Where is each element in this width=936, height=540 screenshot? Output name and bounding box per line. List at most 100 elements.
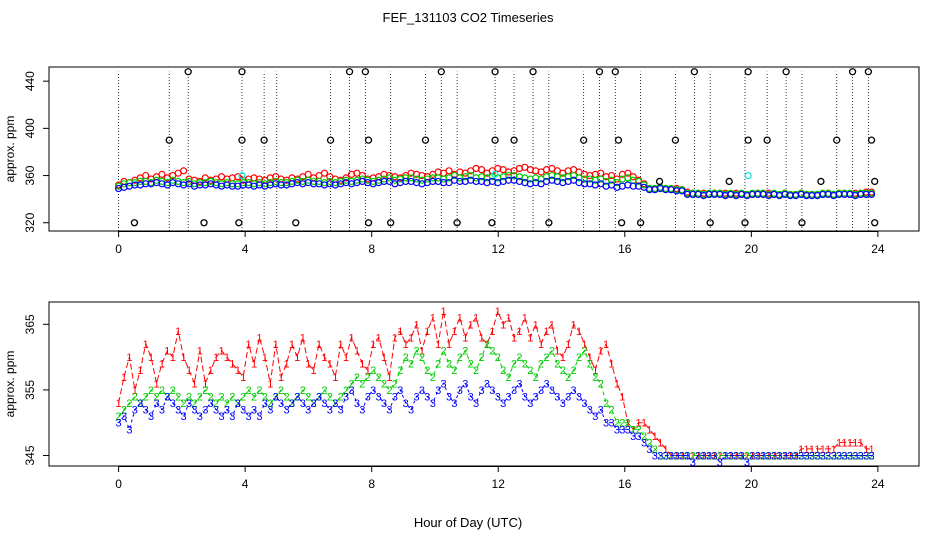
x-axis-label: Hour of Day (UTC) (414, 515, 522, 530)
series-2-point: 2 (137, 398, 143, 410)
series-3-point: 3 (695, 451, 701, 463)
blue-point (678, 187, 686, 195)
series-3-point: 3 (300, 398, 306, 410)
series-1-point: 1 (630, 424, 636, 436)
series-3-point: 3 (381, 398, 387, 410)
series-1-point: 1 (218, 346, 224, 358)
series-2-point: 2 (836, 451, 842, 463)
series-3-point: 3 (836, 451, 842, 463)
series-1-point: 1 (446, 339, 452, 351)
outlier-point (364, 136, 373, 144)
series-3-point: 3 (522, 391, 528, 403)
series-2-point: 2 (657, 451, 663, 463)
outlier-point (817, 177, 825, 186)
series-2-point: 2 (181, 398, 187, 410)
series-3-point: 3 (852, 451, 858, 463)
series-2-point: 2 (630, 424, 636, 436)
series-1-point: 1 (608, 359, 614, 371)
series-1-point: 1 (516, 326, 522, 338)
series-2-point: 2 (776, 451, 782, 463)
outlier-point (184, 68, 192, 76)
series-2-point: 2 (858, 451, 864, 463)
series-3-point: 3 (473, 398, 479, 410)
outlier-point (387, 219, 395, 227)
series-1-point: 1 (554, 346, 560, 358)
outlier-point (636, 219, 645, 227)
series-3-point: 3 (495, 391, 501, 403)
top-y-tick-label: 400 (23, 118, 37, 138)
series-2-point: 2 (424, 365, 430, 377)
top-x-tick-label: 20 (745, 242, 759, 256)
series-1-point: 1 (359, 359, 365, 371)
series-2-point: 2 (744, 451, 750, 463)
series-2-point: 2 (695, 451, 701, 463)
series-2-point: 2 (511, 359, 517, 371)
series-1-point: 1 (841, 437, 847, 449)
series-2-point: 2 (473, 365, 479, 377)
series-3-point: 3 (213, 405, 219, 417)
top-y-tick-label: 440 (23, 71, 37, 91)
series-2-point: 2 (441, 346, 447, 358)
series-2-point: 2 (614, 418, 620, 430)
series-3-point: 3 (598, 405, 604, 417)
series-2-point: 2 (246, 385, 252, 397)
series-2-point: 2 (722, 451, 728, 463)
outlier-point (130, 219, 139, 227)
series-3-point: 3 (359, 405, 365, 417)
series-2-point: 2 (831, 451, 837, 463)
series-1-point: 1 (706, 451, 712, 463)
series-1-point: 1 (782, 451, 788, 463)
series-2-point: 2 (684, 451, 690, 463)
outlier-point (871, 219, 879, 227)
outlier-point (871, 177, 879, 186)
series-1-point: 1 (793, 451, 799, 463)
series-2-point: 2 (381, 378, 387, 390)
series-2-point: 2 (728, 451, 734, 463)
series-2-point: 2 (603, 398, 609, 410)
series-2-point: 2 (701, 451, 707, 463)
outlier-point (421, 136, 430, 144)
series-3-point: 3 (749, 451, 755, 463)
series-3-point: 3 (755, 451, 761, 463)
series-3-point: 3 (668, 451, 674, 463)
bottom-y-tick-label: 345 (23, 445, 37, 465)
series-2-point: 2 (311, 398, 317, 410)
series-1-point: 1 (316, 339, 322, 351)
series-1-point: 1 (711, 451, 717, 463)
series-1-point: 1 (549, 319, 555, 331)
series-2-point: 2 (652, 444, 658, 456)
series-2-point: 2 (820, 451, 826, 463)
series-1-point: 1 (181, 352, 187, 364)
series-1-point: 1 (186, 365, 192, 377)
series-1-point: 1 (744, 451, 750, 463)
series-1-point: 1 (311, 365, 317, 377)
series-1-point: 1 (441, 306, 447, 318)
series-2-point: 2 (619, 418, 625, 430)
series-2-point: 2 (549, 346, 555, 358)
series-3-point: 3 (338, 405, 344, 417)
series-3-point: 3 (614, 424, 620, 436)
series-3-point: 3 (408, 405, 414, 417)
series-1-point: 1 (365, 365, 371, 377)
outlier-point (744, 68, 752, 76)
outlier-point (545, 219, 553, 227)
series-2-point: 2 (543, 352, 549, 364)
series-1-point: 1 (738, 451, 744, 463)
series-3-point: 3 (386, 405, 392, 417)
series-3-point: 3 (500, 398, 506, 410)
series-3-point: 3 (153, 398, 159, 410)
series-1-point: 1 (603, 339, 609, 351)
series-1-point: 1 (376, 332, 382, 344)
series-1-point: 1 (652, 431, 658, 443)
series-2-point: 2 (343, 385, 349, 397)
series-2-point: 2 (256, 385, 262, 397)
series-2-point: 2 (175, 391, 181, 403)
bottom-x-axis: 0 4 8 12 16 20 24 (115, 466, 885, 491)
series-3-point: 3 (592, 411, 598, 423)
bottom-y-axis: 345 355 365 (23, 314, 49, 466)
top-y-tick-label: 320 (23, 212, 37, 232)
series-2-point: 2 (646, 437, 652, 449)
series-3-point: 3 (484, 378, 490, 390)
series-3-point: 3 (744, 457, 750, 469)
